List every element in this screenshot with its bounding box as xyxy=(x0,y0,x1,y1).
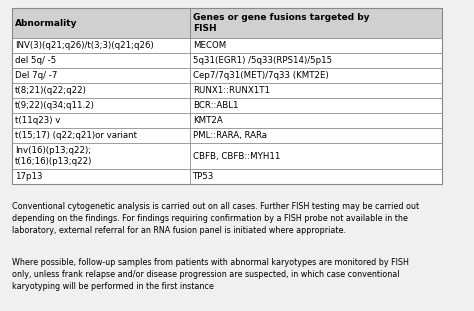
Text: Conventional cytogenetic analysis is carried out on all cases. Further FISH test: Conventional cytogenetic analysis is car… xyxy=(12,202,419,234)
Text: Inv(16)(p13;q22);
t(16;16)(p13;q22): Inv(16)(p13;q22); t(16;16)(p13;q22) xyxy=(15,146,92,166)
Text: t(11q23) v: t(11q23) v xyxy=(15,116,60,125)
Text: INV(3)(q21;q26)/t(3;3)(q21;q26): INV(3)(q21;q26)/t(3;3)(q21;q26) xyxy=(15,41,154,50)
Text: t(8;21)(q22;q22): t(8;21)(q22;q22) xyxy=(15,86,87,95)
Text: Cep7/7q31(MET)/7q33 (KMT2E): Cep7/7q31(MET)/7q33 (KMT2E) xyxy=(193,71,329,80)
Bar xyxy=(191,143,442,169)
Bar xyxy=(191,38,442,53)
Text: Abnormality: Abnormality xyxy=(15,18,78,27)
Bar xyxy=(191,8,442,38)
Text: BCR::ABL1: BCR::ABL1 xyxy=(193,101,239,110)
Text: t(15;17) (q22;q21)or variant: t(15;17) (q22;q21)or variant xyxy=(15,131,137,140)
Bar xyxy=(12,83,191,98)
Bar xyxy=(12,8,191,38)
Text: MECOM: MECOM xyxy=(193,41,227,50)
Bar xyxy=(12,113,191,128)
Text: KMT2A: KMT2A xyxy=(193,116,223,125)
Text: 5q31(EGR1) /5q33(RPS14)/5p15: 5q31(EGR1) /5q33(RPS14)/5p15 xyxy=(193,56,333,65)
Bar xyxy=(12,98,191,113)
Bar xyxy=(191,169,442,184)
Text: del 5q/ -5: del 5q/ -5 xyxy=(15,56,56,65)
Text: TP53: TP53 xyxy=(193,172,215,181)
Bar xyxy=(191,53,442,68)
Bar xyxy=(12,8,442,184)
Text: 17p13: 17p13 xyxy=(15,172,43,181)
Bar xyxy=(12,143,191,169)
Text: PML::RARA, RARa: PML::RARA, RARa xyxy=(193,131,267,140)
Text: Genes or gene fusions targeted by
FISH: Genes or gene fusions targeted by FISH xyxy=(193,13,370,33)
Bar xyxy=(191,128,442,143)
Bar xyxy=(191,98,442,113)
Text: Del 7q/ -7: Del 7q/ -7 xyxy=(15,71,57,80)
Text: t(9;22)(q34;q11.2): t(9;22)(q34;q11.2) xyxy=(15,101,95,110)
Text: CBFB, CBFB::MYH11: CBFB, CBFB::MYH11 xyxy=(193,151,281,160)
Text: RUNX1::RUNX1T1: RUNX1::RUNX1T1 xyxy=(193,86,271,95)
Bar xyxy=(191,68,442,83)
Bar xyxy=(12,169,191,184)
Text: Where possible, follow-up samples from patients with abnormal karyotypes are mon: Where possible, follow-up samples from p… xyxy=(12,258,409,290)
Bar xyxy=(191,83,442,98)
Bar xyxy=(191,113,442,128)
Bar xyxy=(12,53,191,68)
Bar xyxy=(12,128,191,143)
Bar xyxy=(12,68,191,83)
Bar xyxy=(12,38,191,53)
